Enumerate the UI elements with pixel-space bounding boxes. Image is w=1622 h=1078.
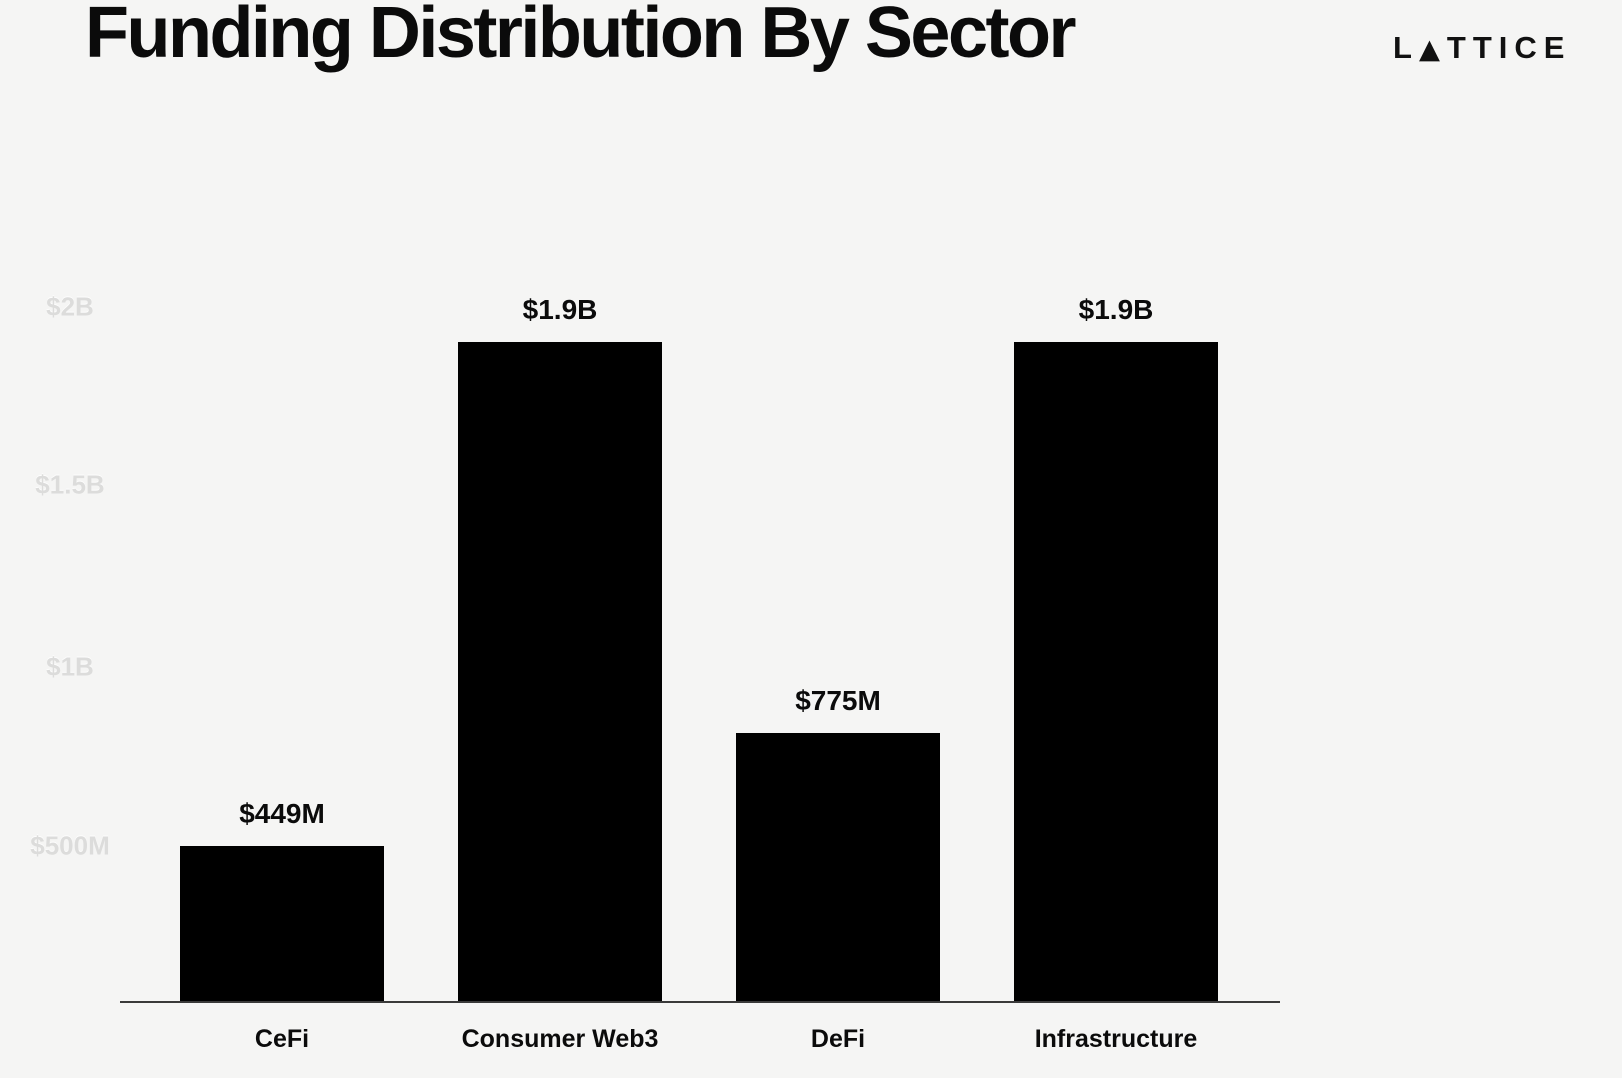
bar-category-label: Consumer Web3 [461,1025,659,1053]
bar-column: $775M DeFi [736,0,940,1078]
y-axis-tick-label: $1.5B [35,469,105,500]
bar-category-label: DeFi [810,1025,866,1053]
logo-letters-ttice: TTICE [1446,30,1572,65]
page-title: Funding Distribution By Sector [85,0,1076,73]
logo-letter-l: L [1393,30,1419,65]
bar-value-label: $449M [239,798,325,829]
bar-value-label: $1.9B [522,294,598,325]
y-axis-tick-label: $500M [30,830,110,861]
bar [180,846,384,1002]
bar-value-label: $1.9B [1078,294,1154,325]
lattice-logo: L▲TTICE [1393,30,1571,66]
y-axis-tick-label: $1B [46,651,94,682]
bar-value-label: $775M [795,685,881,716]
bar-column: $1.9B Infrastructure [1014,0,1218,1078]
bar-column: $1.9B Consumer Web3 [458,0,662,1078]
bar-column: $449M CeFi [180,0,384,1078]
bar-category-label: CeFi [254,1025,310,1053]
bar [736,733,940,1002]
bar [1014,342,1218,1002]
x-axis-line [120,1001,1280,1003]
triangle-icon: ▲ [1418,34,1447,65]
bar [458,342,662,1002]
y-axis-tick-label: $2B [46,291,94,322]
bar-category-label: Infrastructure [1034,1025,1198,1053]
